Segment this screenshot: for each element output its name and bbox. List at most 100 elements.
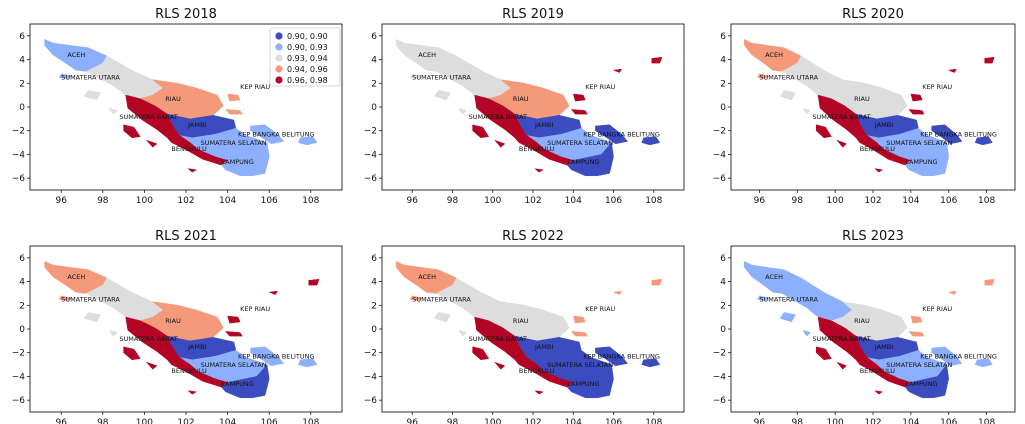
y-tick-label: 0 [371, 103, 377, 113]
y-tick-label: 0 [19, 103, 25, 113]
province-lampung [566, 364, 614, 399]
y-tick-label: 0 [720, 325, 726, 335]
province-sumatera-utara [457, 107, 468, 115]
province-sumatera-utara [433, 312, 451, 323]
province-kep-riau [984, 56, 995, 64]
province-label-bengkulu: BENGKULU [171, 145, 207, 153]
province-label-kep-riau: KEP RIAU [585, 305, 615, 313]
x-tick-label: 100 [484, 196, 501, 206]
y-tick-label: 4 [720, 56, 726, 66]
province-label-bengkulu: BENGKULU [171, 367, 207, 375]
y-tick-label: −4 [12, 372, 26, 382]
province-label-sumatera-barat: SUMATERA BARAT [469, 113, 527, 121]
x-tick-label: 102 [864, 196, 881, 206]
province-kep-riau [908, 109, 925, 115]
x-tick-label: 106 [605, 418, 622, 424]
legend-marker [275, 43, 283, 51]
y-tick-label: −6 [364, 396, 378, 406]
province-label-kep-riau: KEP RIAU [585, 83, 615, 91]
province-kep-riau [947, 290, 957, 295]
y-tick-label: −4 [12, 150, 26, 160]
province-label-jambi: JAMBI [187, 121, 206, 129]
province-label-riau: RIAU [513, 317, 529, 325]
x-tick-label: 98 [792, 418, 804, 424]
province-sumatera-barat [815, 346, 832, 361]
province-label-jambi: JAMBI [874, 343, 893, 351]
legend: 0.90, 0.90 0.90, 0.93 0.93, 0.94 0.94, 0.96… [269, 27, 341, 87]
x-tick-label: 106 [940, 418, 957, 424]
province-sumatera-barat [145, 139, 158, 148]
province-aceh [58, 295, 73, 301]
y-tick-label: 2 [720, 79, 726, 89]
x-tick-label: 102 [864, 418, 881, 424]
x-tick-label: 96 [55, 196, 67, 206]
province-bengkulu [187, 390, 198, 395]
x-tick-label: 96 [406, 418, 418, 424]
province-label-aceh: ACEH [418, 273, 436, 281]
province-kep-riau [308, 278, 320, 286]
province-sumatera-barat [145, 361, 158, 370]
y-tick-label: −6 [12, 174, 26, 184]
province-sumatera-barat [123, 124, 141, 139]
y-tick-label: −2 [12, 349, 25, 359]
x-tick-label: 108 [978, 196, 995, 206]
province-bengkulu [534, 168, 544, 173]
province-label-jambi: JAMBI [534, 343, 553, 351]
x-tick-label: 100 [827, 418, 844, 424]
y-tick-label: 4 [371, 56, 377, 66]
province-aceh [757, 295, 770, 301]
province-label-sumatera-barat: SUMATERA BARAT [119, 113, 177, 121]
x-tick-label: 104 [565, 196, 582, 206]
province-kep-riau [984, 278, 995, 286]
y-tick-label: 4 [720, 278, 726, 288]
y-tick-label: 6 [19, 254, 25, 264]
province-kep-riau [947, 68, 957, 73]
x-tick-label: 106 [261, 418, 278, 424]
map-panel-3: RLS 2020 ACEH SUMATERA UTARA RIAU KEP RIAU SU… [713, 7, 1016, 206]
province-label-sumatera-barat: SUMATERA BARAT [119, 335, 177, 343]
province-label-aceh: ACEH [67, 51, 85, 59]
x-tick-label: 108 [978, 418, 995, 424]
province-aceh [409, 73, 423, 79]
province-kep-riau [570, 109, 588, 115]
x-tick-label: 96 [55, 418, 67, 424]
province-label-kep-bangka-belitung: KEP BANGKA BELITUNG [583, 131, 660, 139]
province-sumatera-barat [472, 124, 490, 139]
province-sumatera-utara [108, 329, 118, 337]
map-title: RLS 2018 [155, 7, 217, 22]
x-tick-label: 104 [219, 418, 236, 424]
province-label-riau: RIAU [513, 95, 529, 103]
province-kep-bangka-belitung [250, 124, 285, 145]
province-label-sumatera-utara: SUMATERA UTARA [61, 296, 120, 304]
x-tick-label: 96 [754, 418, 766, 424]
legend-label: 0.94, 0.96 [287, 65, 328, 74]
y-tick-label: 4 [371, 278, 377, 288]
x-tick-label: 98 [97, 196, 109, 206]
legend-marker [275, 32, 283, 40]
province-sumatera-utara [802, 107, 811, 115]
map-panel-1: RLS 2018 ACEH SUMATERA UTARA RIAU KEP RIAU SU… [12, 7, 343, 206]
province-label-lampung: LAMPUNG [221, 380, 253, 388]
y-tick-label: −6 [713, 396, 727, 406]
province-bengkulu [874, 390, 884, 395]
province-sumatera-utara [802, 329, 811, 337]
legend-marker [275, 65, 283, 73]
province-label-riau: RIAU [854, 317, 870, 325]
province-label-lampung: LAMPUNG [567, 158, 599, 166]
province-lampung [221, 364, 270, 399]
province-sumatera-barat [472, 346, 490, 361]
province-label-lampung: LAMPUNG [905, 158, 937, 166]
province-label-sumatera-selatan: SUMATERA SELATAN [547, 139, 613, 147]
province-label-kep-riau: KEP RIAU [240, 305, 270, 313]
province-label-aceh: ACEH [765, 51, 783, 59]
x-tick-label: 98 [447, 196, 459, 206]
province-label-bengkulu: BENGKULU [519, 367, 555, 375]
y-tick-label: 0 [19, 325, 25, 335]
province-sumatera-utara [108, 107, 118, 115]
province-label-jambi: JAMBI [187, 343, 206, 351]
province-sumatera-barat [493, 139, 506, 148]
province-label-jambi: JAMBI [874, 121, 893, 129]
x-tick-label: 100 [484, 418, 501, 424]
y-tick-label: −4 [364, 150, 378, 160]
